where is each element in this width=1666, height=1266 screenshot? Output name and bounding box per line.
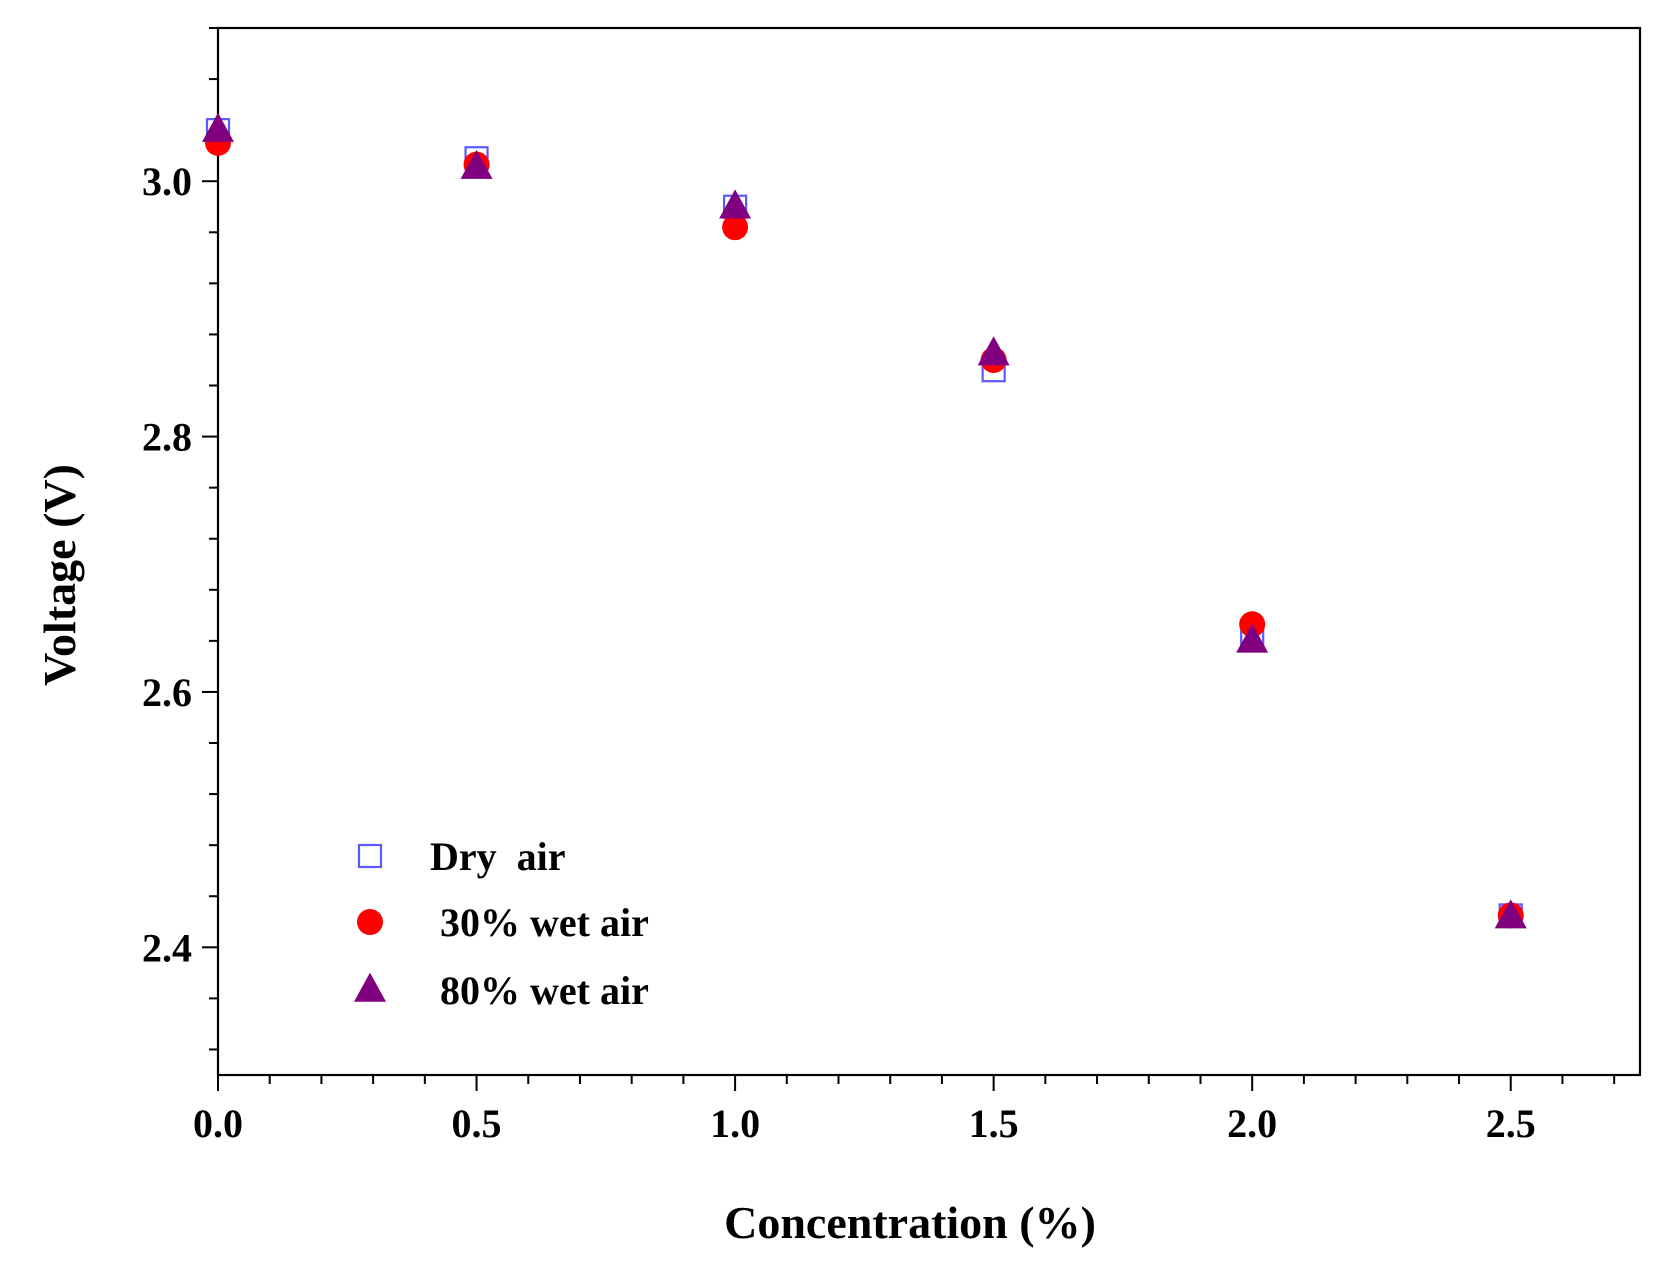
x-tick-label: 0.5 [452, 1101, 502, 1146]
data-point [1494, 899, 1527, 929]
series-0 [205, 118, 1523, 928]
series-2 [202, 112, 1527, 929]
x-axis-title: Concentration (%) [724, 1197, 1096, 1248]
plot-frame [216, 26, 1642, 1077]
x-tick-label: 0.0 [193, 1101, 243, 1146]
x-tick-label: 1.5 [969, 1101, 1019, 1146]
x-tick-label: 2.5 [1486, 1101, 1536, 1146]
legend-marker [357, 843, 383, 869]
legend-label: Dry air [430, 834, 566, 879]
y-tick-label: 2.6 [142, 670, 192, 715]
data-point [977, 336, 1010, 366]
y-tick-label: 3.0 [142, 159, 192, 204]
series-1 [205, 129, 1524, 929]
legend-marker [354, 972, 386, 1002]
plot-border [216, 26, 1642, 1077]
data-point [1236, 623, 1269, 653]
x-axis-ticks: 0.0 0.5 1.0 1.5 2.0 2.5 [193, 1075, 1616, 1146]
y-tick-label: 2.8 [142, 415, 192, 460]
data-point [719, 189, 752, 219]
legend-label: 30% wet air [440, 900, 649, 945]
legend: Dry air 30% wet air 80% wet air [354, 834, 649, 1013]
x-tick-label: 2.0 [1227, 1101, 1277, 1146]
y-tick-label: 2.4 [142, 925, 192, 970]
data-markers [202, 112, 1527, 929]
data-point [202, 112, 234, 142]
legend-label: 80% wet air [440, 968, 649, 1013]
y-axis-title: Voltage (V) [34, 464, 85, 686]
data-point [722, 214, 749, 241]
data-point [460, 149, 493, 179]
x-tick-label: 1.0 [710, 1101, 760, 1146]
y-axis-ticks: 2.4 2.6 2.8 3.0 [142, 27, 218, 1051]
legend-marker [357, 909, 383, 935]
